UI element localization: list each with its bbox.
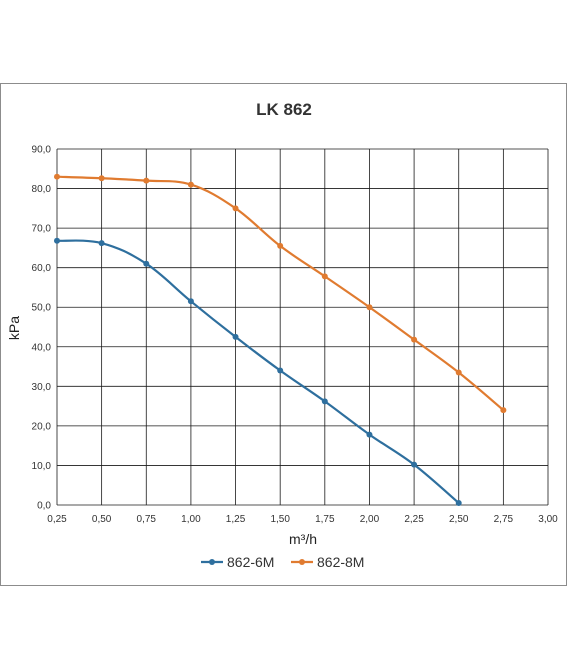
data-point <box>143 260 150 267</box>
data-point <box>366 304 373 311</box>
x-tick-label: 0,50 <box>92 514 112 525</box>
data-point <box>187 181 194 188</box>
data-point <box>98 240 105 247</box>
y-tick-label: 30,0 <box>32 382 52 393</box>
data-point <box>187 298 194 305</box>
data-point <box>98 175 105 182</box>
x-tick-label: 1,50 <box>270 514 290 525</box>
data-point <box>321 273 328 280</box>
chart-frame: LK 862 0,0 10,0 20,0 30,0 40,0 50,0 60,0 70,0 80… <box>0 83 567 586</box>
data-point <box>411 461 418 468</box>
y-tick-label: 90,0 <box>32 145 52 156</box>
y-tick-label: 70,0 <box>32 224 52 235</box>
x-tick-label: 0,75 <box>137 514 157 525</box>
x-tick-label: 1,25 <box>226 514 246 525</box>
legend-swatch-marker <box>209 559 215 565</box>
x-tick-label: 2,75 <box>494 514 514 525</box>
x-tick-label: 1,00 <box>181 514 201 525</box>
x-tick-label: 0,25 <box>47 514 67 525</box>
x-tick-label: 2,25 <box>404 514 424 525</box>
x-tick-label: 3,00 <box>538 514 558 525</box>
chart-title: LK 862 <box>256 100 312 119</box>
data-point <box>411 336 418 343</box>
x-tick-label: 2,50 <box>449 514 469 525</box>
legend-label: 862-8M <box>317 554 364 570</box>
data-point <box>366 431 373 438</box>
series-line-862-6M <box>56 239 460 504</box>
data-point <box>54 173 60 180</box>
x-axis-title: m³/h <box>289 531 317 547</box>
data-point <box>321 398 328 405</box>
data-point <box>232 333 239 340</box>
x-tick-label: 2,00 <box>360 514 380 525</box>
line-chart: LK 862 0,0 10,0 20,0 30,0 40,0 50,0 60,0 70,0 80… <box>6 100 558 570</box>
y-tick-label: 50,0 <box>32 303 52 314</box>
data-point <box>232 205 239 212</box>
legend-swatch-marker <box>299 559 305 565</box>
y-tick-label: 60,0 <box>32 263 52 274</box>
y-tick-label: 0,0 <box>37 501 51 512</box>
y-tick-label: 20,0 <box>32 421 52 432</box>
data-point <box>277 367 284 374</box>
data-point <box>500 407 507 414</box>
legend-label: 862-6M <box>227 554 274 570</box>
x-tick-label: 1,75 <box>315 514 335 525</box>
y-tick-label: 10,0 <box>32 461 52 472</box>
data-point <box>455 500 462 507</box>
data-point <box>277 242 284 249</box>
y-axis-title: kPa <box>6 316 22 340</box>
data-point <box>143 177 150 184</box>
data-point <box>455 369 462 376</box>
y-tick-label: 80,0 <box>32 184 52 195</box>
y-tick-label: 40,0 <box>32 342 52 353</box>
data-point <box>54 237 60 244</box>
